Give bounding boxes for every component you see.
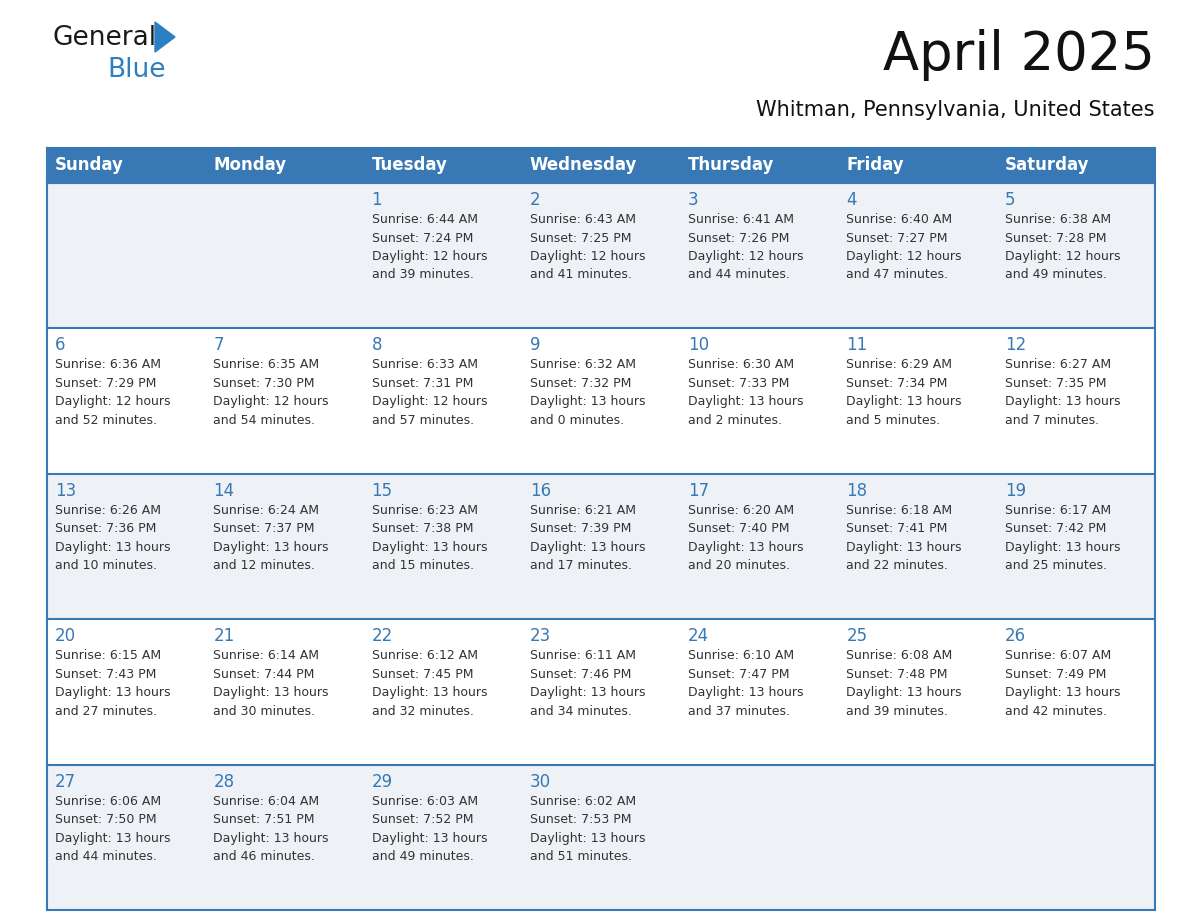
Text: Sunrise: 6:14 AM
Sunset: 7:44 PM
Daylight: 13 hours
and 30 minutes.: Sunrise: 6:14 AM Sunset: 7:44 PM Dayligh… — [214, 649, 329, 718]
Text: Sunrise: 6:06 AM
Sunset: 7:50 PM
Daylight: 13 hours
and 44 minutes.: Sunrise: 6:06 AM Sunset: 7:50 PM Dayligh… — [55, 795, 171, 863]
Text: Sunrise: 6:32 AM
Sunset: 7:32 PM
Daylight: 13 hours
and 0 minutes.: Sunrise: 6:32 AM Sunset: 7:32 PM Dayligh… — [530, 358, 645, 427]
Text: Blue: Blue — [107, 57, 165, 83]
Text: 7: 7 — [214, 336, 223, 354]
Text: Monday: Monday — [214, 156, 286, 174]
Text: 1: 1 — [372, 191, 383, 209]
Bar — [48, 620, 1155, 765]
Text: Sunrise: 6:44 AM
Sunset: 7:24 PM
Daylight: 12 hours
and 39 minutes.: Sunrise: 6:44 AM Sunset: 7:24 PM Dayligh… — [372, 213, 487, 282]
Text: Sunrise: 6:41 AM
Sunset: 7:26 PM
Daylight: 12 hours
and 44 minutes.: Sunrise: 6:41 AM Sunset: 7:26 PM Dayligh… — [688, 213, 803, 282]
Bar — [48, 329, 1155, 474]
Text: 12: 12 — [1005, 336, 1026, 354]
Bar — [48, 474, 1155, 620]
Text: Sunrise: 6:02 AM
Sunset: 7:53 PM
Daylight: 13 hours
and 51 minutes.: Sunrise: 6:02 AM Sunset: 7:53 PM Dayligh… — [530, 795, 645, 863]
Text: Sunrise: 6:08 AM
Sunset: 7:48 PM
Daylight: 13 hours
and 39 minutes.: Sunrise: 6:08 AM Sunset: 7:48 PM Dayligh… — [846, 649, 962, 718]
Text: Thursday: Thursday — [688, 156, 775, 174]
Text: 15: 15 — [372, 482, 393, 499]
Polygon shape — [154, 22, 175, 52]
Text: 30: 30 — [530, 773, 551, 790]
Text: Sunrise: 6:26 AM
Sunset: 7:36 PM
Daylight: 13 hours
and 10 minutes.: Sunrise: 6:26 AM Sunset: 7:36 PM Dayligh… — [55, 504, 171, 572]
Bar — [48, 765, 1155, 910]
Text: Whitman, Pennsylvania, United States: Whitman, Pennsylvania, United States — [757, 100, 1155, 120]
Text: 14: 14 — [214, 482, 234, 499]
Text: Sunrise: 6:12 AM
Sunset: 7:45 PM
Daylight: 13 hours
and 32 minutes.: Sunrise: 6:12 AM Sunset: 7:45 PM Dayligh… — [372, 649, 487, 718]
Text: Sunrise: 6:27 AM
Sunset: 7:35 PM
Daylight: 13 hours
and 7 minutes.: Sunrise: 6:27 AM Sunset: 7:35 PM Dayligh… — [1005, 358, 1120, 427]
Text: Sunrise: 6:04 AM
Sunset: 7:51 PM
Daylight: 13 hours
and 46 minutes.: Sunrise: 6:04 AM Sunset: 7:51 PM Dayligh… — [214, 795, 329, 863]
Text: Sunrise: 6:35 AM
Sunset: 7:30 PM
Daylight: 12 hours
and 54 minutes.: Sunrise: 6:35 AM Sunset: 7:30 PM Dayligh… — [214, 358, 329, 427]
Bar — [48, 183, 1155, 329]
Text: 20: 20 — [55, 627, 76, 645]
Text: Sunrise: 6:40 AM
Sunset: 7:27 PM
Daylight: 12 hours
and 47 minutes.: Sunrise: 6:40 AM Sunset: 7:27 PM Dayligh… — [846, 213, 962, 282]
Text: 22: 22 — [372, 627, 393, 645]
Text: 26: 26 — [1005, 627, 1026, 645]
Text: Sunrise: 6:23 AM
Sunset: 7:38 PM
Daylight: 13 hours
and 15 minutes.: Sunrise: 6:23 AM Sunset: 7:38 PM Dayligh… — [372, 504, 487, 572]
Text: Sunrise: 6:36 AM
Sunset: 7:29 PM
Daylight: 12 hours
and 52 minutes.: Sunrise: 6:36 AM Sunset: 7:29 PM Dayligh… — [55, 358, 171, 427]
Text: 28: 28 — [214, 773, 234, 790]
Text: 10: 10 — [688, 336, 709, 354]
Text: 18: 18 — [846, 482, 867, 499]
Text: Sunrise: 6:17 AM
Sunset: 7:42 PM
Daylight: 13 hours
and 25 minutes.: Sunrise: 6:17 AM Sunset: 7:42 PM Dayligh… — [1005, 504, 1120, 572]
Text: 17: 17 — [688, 482, 709, 499]
Text: General: General — [52, 25, 156, 51]
Text: Saturday: Saturday — [1005, 156, 1089, 174]
Text: Sunrise: 6:43 AM
Sunset: 7:25 PM
Daylight: 12 hours
and 41 minutes.: Sunrise: 6:43 AM Sunset: 7:25 PM Dayligh… — [530, 213, 645, 282]
Text: Sunrise: 6:07 AM
Sunset: 7:49 PM
Daylight: 13 hours
and 42 minutes.: Sunrise: 6:07 AM Sunset: 7:49 PM Dayligh… — [1005, 649, 1120, 718]
Text: 24: 24 — [688, 627, 709, 645]
Bar — [48, 148, 1155, 183]
Text: 3: 3 — [688, 191, 699, 209]
Text: Sunrise: 6:29 AM
Sunset: 7:34 PM
Daylight: 13 hours
and 5 minutes.: Sunrise: 6:29 AM Sunset: 7:34 PM Dayligh… — [846, 358, 962, 427]
Text: Sunrise: 6:38 AM
Sunset: 7:28 PM
Daylight: 12 hours
and 49 minutes.: Sunrise: 6:38 AM Sunset: 7:28 PM Dayligh… — [1005, 213, 1120, 282]
Text: 16: 16 — [530, 482, 551, 499]
Text: 5: 5 — [1005, 191, 1016, 209]
Text: 23: 23 — [530, 627, 551, 645]
Text: Sunrise: 6:30 AM
Sunset: 7:33 PM
Daylight: 13 hours
and 2 minutes.: Sunrise: 6:30 AM Sunset: 7:33 PM Dayligh… — [688, 358, 803, 427]
Text: Sunrise: 6:03 AM
Sunset: 7:52 PM
Daylight: 13 hours
and 49 minutes.: Sunrise: 6:03 AM Sunset: 7:52 PM Dayligh… — [372, 795, 487, 863]
Text: Friday: Friday — [846, 156, 904, 174]
Text: Sunrise: 6:11 AM
Sunset: 7:46 PM
Daylight: 13 hours
and 34 minutes.: Sunrise: 6:11 AM Sunset: 7:46 PM Dayligh… — [530, 649, 645, 718]
Text: 8: 8 — [372, 336, 383, 354]
Text: Sunrise: 6:15 AM
Sunset: 7:43 PM
Daylight: 13 hours
and 27 minutes.: Sunrise: 6:15 AM Sunset: 7:43 PM Dayligh… — [55, 649, 171, 718]
Text: 2: 2 — [530, 191, 541, 209]
Text: Sunrise: 6:20 AM
Sunset: 7:40 PM
Daylight: 13 hours
and 20 minutes.: Sunrise: 6:20 AM Sunset: 7:40 PM Dayligh… — [688, 504, 803, 572]
Text: Sunrise: 6:10 AM
Sunset: 7:47 PM
Daylight: 13 hours
and 37 minutes.: Sunrise: 6:10 AM Sunset: 7:47 PM Dayligh… — [688, 649, 803, 718]
Text: 27: 27 — [55, 773, 76, 790]
Text: Tuesday: Tuesday — [372, 156, 448, 174]
Text: 13: 13 — [55, 482, 76, 499]
Text: Sunday: Sunday — [55, 156, 124, 174]
Text: Sunrise: 6:24 AM
Sunset: 7:37 PM
Daylight: 13 hours
and 12 minutes.: Sunrise: 6:24 AM Sunset: 7:37 PM Dayligh… — [214, 504, 329, 572]
Text: 25: 25 — [846, 627, 867, 645]
Text: 19: 19 — [1005, 482, 1026, 499]
Text: 11: 11 — [846, 336, 867, 354]
Text: 6: 6 — [55, 336, 65, 354]
Text: Sunrise: 6:33 AM
Sunset: 7:31 PM
Daylight: 12 hours
and 57 minutes.: Sunrise: 6:33 AM Sunset: 7:31 PM Dayligh… — [372, 358, 487, 427]
Text: Wednesday: Wednesday — [530, 156, 637, 174]
Text: 4: 4 — [846, 191, 857, 209]
Text: 9: 9 — [530, 336, 541, 354]
Text: Sunrise: 6:21 AM
Sunset: 7:39 PM
Daylight: 13 hours
and 17 minutes.: Sunrise: 6:21 AM Sunset: 7:39 PM Dayligh… — [530, 504, 645, 572]
Text: April 2025: April 2025 — [883, 29, 1155, 81]
Text: 21: 21 — [214, 627, 234, 645]
Text: Sunrise: 6:18 AM
Sunset: 7:41 PM
Daylight: 13 hours
and 22 minutes.: Sunrise: 6:18 AM Sunset: 7:41 PM Dayligh… — [846, 504, 962, 572]
Text: 29: 29 — [372, 773, 393, 790]
